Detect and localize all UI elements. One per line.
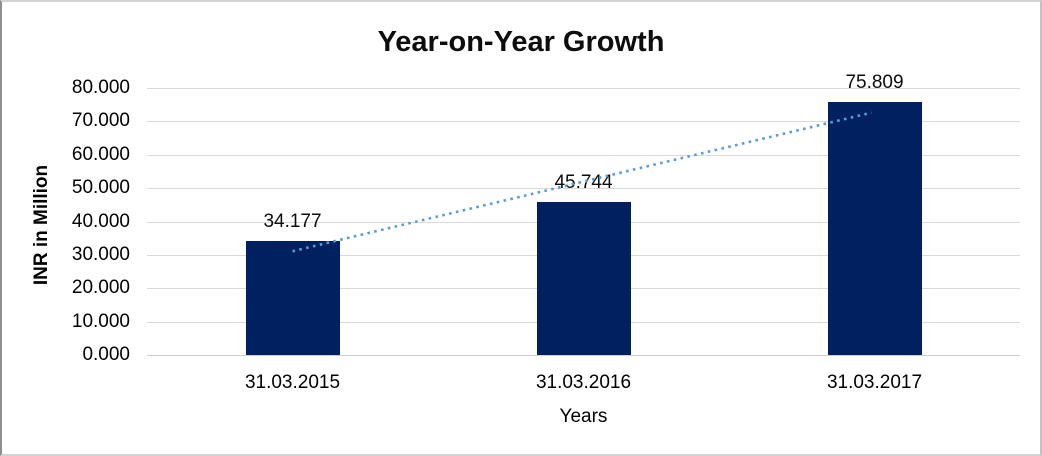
data-label: 75.809 [845,71,904,93]
y-tick-label: 50.000 [71,177,130,199]
y-tick-label: 40.000 [71,210,130,232]
data-label: 45.744 [554,172,613,194]
bar-31.03.2015 [245,240,340,355]
y-tick-label: 0.000 [82,344,130,365]
y-tick-label: 80.000 [71,77,130,98]
x-axis-line [147,355,1020,356]
bar-31.03.2016 [536,202,631,355]
y-tick-label: 20.000 [71,277,130,299]
chart-title: Year-on-Year Growth [377,26,665,58]
x-tick-label: 31.03.2016 [535,372,632,393]
x-tick-label: 31.03.2015 [244,372,341,393]
x-tick-label: 31.03.2017 [826,372,923,393]
y-tick-label: 10.000 [71,310,130,332]
x-axis-title: Years [559,406,608,427]
y-tick-label: 30.000 [71,243,130,265]
gridline [147,88,1020,89]
y-tick-label: 70.000 [71,110,130,132]
data-label: 34.177 [263,210,322,232]
bar-31.03.2017 [827,101,922,355]
y-tick-label: 60.000 [71,143,130,165]
